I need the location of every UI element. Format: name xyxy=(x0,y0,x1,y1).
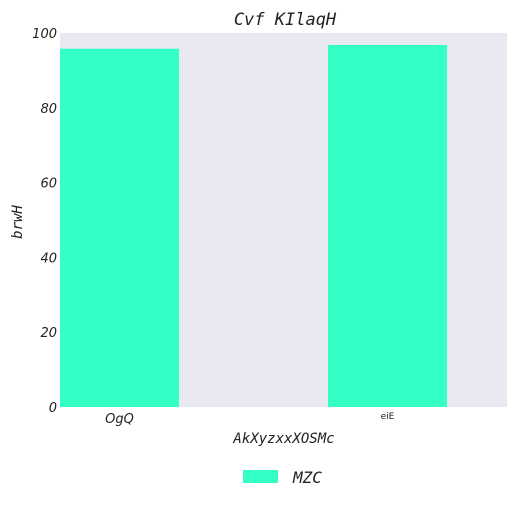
x-tick-label: OgQ xyxy=(105,412,134,427)
y-tick-label: 100 xyxy=(32,27,57,42)
bars-group xyxy=(60,44,447,408)
y-tick-label: 60 xyxy=(40,177,57,192)
x-axis-label: AkXyzxxXOSMc xyxy=(232,431,334,447)
y-tick-label: 40 xyxy=(40,251,57,266)
legend: MZC xyxy=(243,468,322,487)
legend-swatch xyxy=(243,470,278,483)
y-tick-label: 80 xyxy=(40,102,57,117)
y-tick-label: 20 xyxy=(40,326,57,341)
bar xyxy=(328,44,447,408)
y-tick-label: 0 xyxy=(49,401,57,416)
y-tick-labels: 0 20 40 60 80 100 xyxy=(32,27,57,416)
y-axis-label: brwH xyxy=(10,205,26,239)
chart-title: Cvf KIlaqH xyxy=(234,10,337,30)
bar xyxy=(60,48,179,407)
legend-label: MZC xyxy=(292,468,322,487)
x-tick-label: eiE xyxy=(381,412,395,422)
x-tick-labels: OgQ eiE xyxy=(105,412,395,427)
